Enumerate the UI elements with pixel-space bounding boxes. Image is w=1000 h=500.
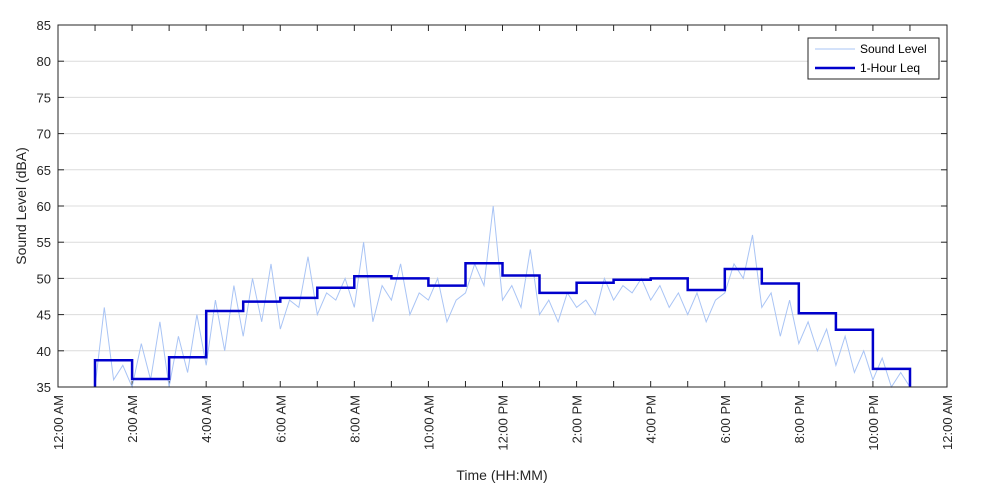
hourly-leq-step-line — [93, 261, 912, 387]
y-axis-title: Sound Level (dBA) — [13, 147, 29, 265]
y-tick-label: 65 — [37, 163, 51, 178]
y-tick-label: 40 — [37, 344, 51, 359]
y-tick-label: 80 — [37, 54, 51, 69]
x-tick-label: 4:00 AM — [199, 395, 214, 443]
y-tick-label: 50 — [37, 271, 51, 286]
y-tick-label: 60 — [37, 199, 51, 214]
x-tick-label: 2:00 AM — [125, 395, 140, 443]
x-tick-label: 2:00 PM — [570, 395, 585, 443]
y-tick-label: 55 — [37, 235, 51, 250]
x-tick-label: 6:00 PM — [718, 395, 733, 443]
x-tick-label: 10:00 AM — [421, 395, 436, 450]
legend-label-1-hour-leq: 1-Hour Leq — [860, 61, 920, 75]
x-axis-title: Time (HH:MM) — [456, 467, 547, 483]
label-layer: 35 40 45 50 55 60 65 70 75 80 85 12:00 AM 2:00 AM 4:0… — [37, 18, 955, 451]
y-tick-label: 85 — [37, 18, 51, 33]
y-tick-label: 75 — [37, 90, 51, 105]
x-tick-label: 8:00 PM — [792, 395, 807, 443]
legend: Sound Level 1-Hour Leq — [807, 37, 940, 80]
y-tick-label: 45 — [37, 308, 51, 323]
x-tick-label: 10:00 PM — [866, 395, 881, 451]
y-tick-label: 70 — [37, 127, 51, 142]
plot-frame — [57, 24, 948, 388]
y-tick-label: 35 — [37, 380, 51, 395]
x-tick-label: 4:00 PM — [644, 395, 659, 443]
x-tick-label: 12:00 PM — [496, 395, 511, 451]
legend-label-sound-level: Sound Level — [860, 42, 927, 56]
data-layer — [93, 205, 912, 389]
sound-level-series-line — [94, 205, 911, 389]
x-tick-label: 12:00 AM — [940, 395, 955, 450]
legend-box — [807, 37, 940, 80]
x-tick-label: 8:00 AM — [347, 395, 362, 443]
x-tick-label: 12:00 AM — [51, 395, 66, 450]
x-tick-label: 6:00 AM — [273, 395, 288, 443]
